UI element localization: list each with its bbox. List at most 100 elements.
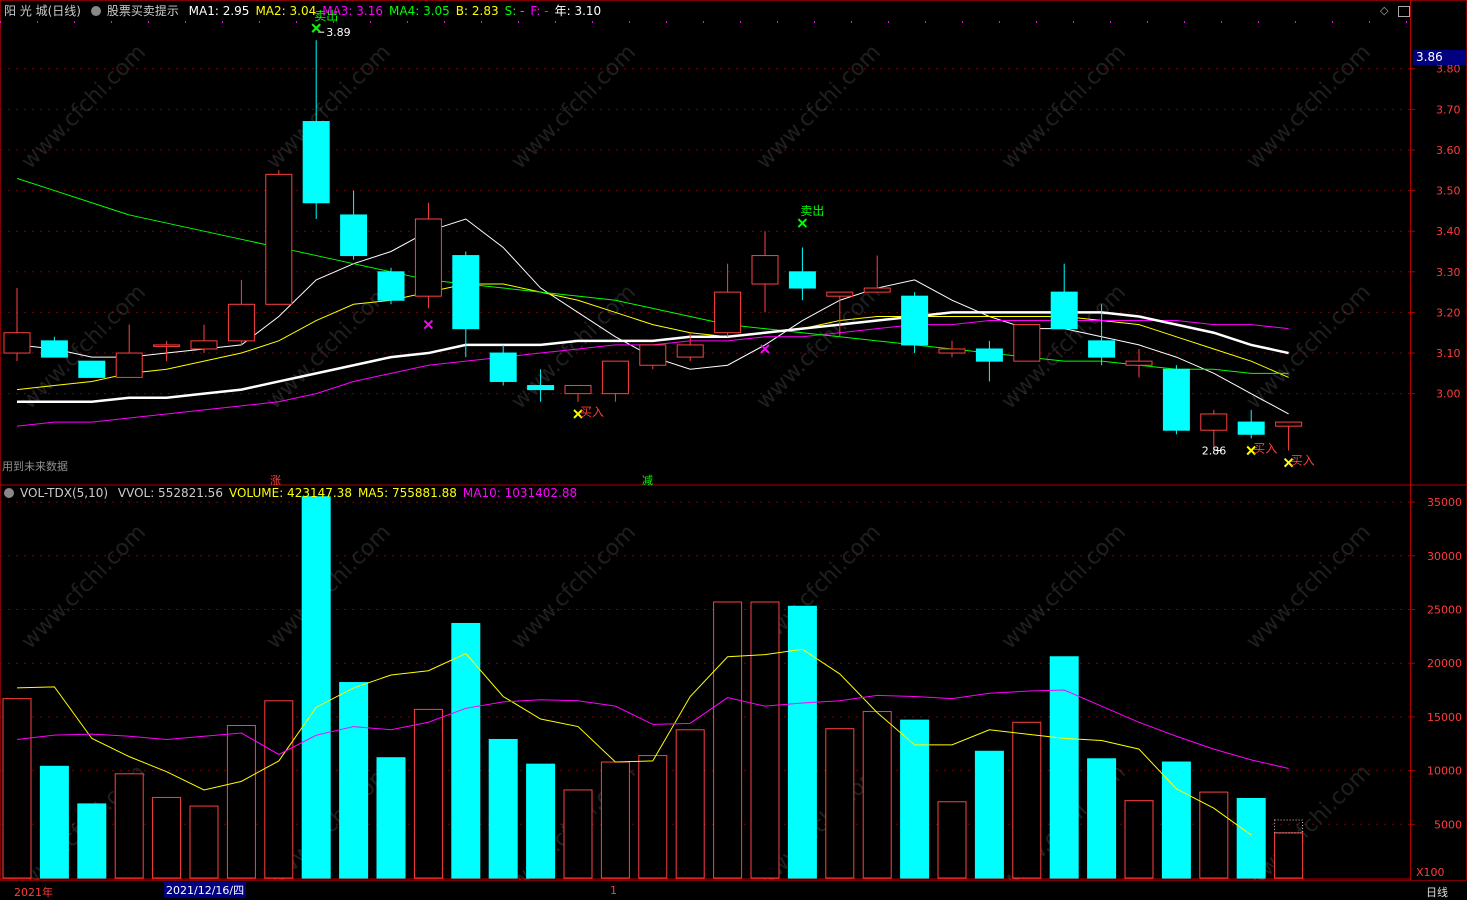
candle-body	[1237, 421, 1265, 435]
candle-body	[1050, 291, 1078, 330]
date-cursor-label[interactable]: 2021/12/16/四	[164, 882, 247, 898]
volume-bar	[339, 682, 369, 879]
watermark-text: www.cfchi.com	[507, 520, 641, 654]
volume-bar	[900, 719, 930, 879]
future-data-note: 用到未来数据	[2, 460, 68, 473]
candle-body	[826, 291, 854, 297]
candle-body	[639, 344, 667, 366]
candle-body	[227, 303, 255, 342]
volume-panel-header: VOL-TDX(5,10) VVOL: 552821.56 VOLUME: 423…	[4, 486, 589, 500]
projection-box	[1274, 819, 1304, 834]
volume-bar	[937, 801, 967, 879]
signal-label: 买入	[580, 405, 604, 419]
volume-ma10-line	[16, 689, 1289, 769]
volume-bar	[1012, 721, 1042, 879]
ma-legend-item-4: B: 2.83	[455, 4, 499, 18]
candle-body	[302, 121, 330, 204]
sell-signal: 卖出	[797, 204, 824, 228]
magenta-x-icon	[760, 344, 770, 354]
watermark-text: www.cfchi.com	[1242, 40, 1376, 174]
candle-body	[564, 385, 592, 395]
volume-bar	[825, 728, 855, 879]
watermark-text: www.cfchi.com	[997, 520, 1131, 654]
diamond-icon[interactable]: ◇	[1380, 4, 1389, 17]
sell-signal: 卖出	[311, 9, 338, 33]
stock-title[interactable]: 阳 光 城(日线)	[4, 4, 81, 18]
watermark-text: www.cfchi.com	[752, 40, 886, 174]
price-tick-label: 3.80	[1436, 63, 1461, 76]
ma-legend-item-6: F: -	[530, 4, 549, 18]
candle-body	[265, 173, 293, 305]
indicator-toggle-icon[interactable]	[90, 6, 101, 16]
volume-bar	[974, 750, 1004, 879]
volume-tick-label: 20000	[1427, 657, 1462, 670]
candle-body	[153, 344, 181, 347]
ma-legend-item-3: MA4: 3.05	[389, 4, 450, 18]
candle-body	[788, 271, 816, 289]
volume-bar	[413, 708, 443, 879]
price-tick-label: 3.00	[1436, 388, 1461, 401]
buy-signal: 买入	[1283, 454, 1315, 468]
volume-indicator-toggle-icon[interactable]	[4, 488, 14, 498]
buy-signal: 买入	[1246, 442, 1277, 456]
volume-bar	[675, 729, 705, 879]
indicator-name[interactable]: 股票买卖提示	[106, 4, 179, 18]
signal-label: 买入	[1253, 442, 1277, 456]
ma-legend: MA1: 2.95 MA2: 3.04 MA3: 3.16 MA4: 3.05 B: 2…	[189, 4, 608, 18]
price-tick-label: 3.60	[1436, 144, 1461, 157]
volume-indicator-name[interactable]: VOL-TDX(5,10)	[20, 486, 109, 500]
signal-x-icon	[311, 23, 321, 33]
candle-body	[1013, 324, 1041, 362]
jian-label: 减	[642, 474, 653, 487]
signal-label: 卖出	[314, 9, 338, 23]
candle-body	[676, 344, 704, 358]
window-icon[interactable]	[1398, 6, 1410, 17]
candle-body	[938, 348, 966, 354]
price-tick-label: 3.50	[1436, 185, 1461, 198]
month-marker: 1	[610, 884, 617, 897]
ma-legend-item-5: S: -	[504, 4, 525, 18]
signal-x-icon	[1283, 457, 1294, 468]
signal-x-icon	[1246, 445, 1256, 456]
candle-body	[863, 287, 891, 293]
price-tick-label: 3.70	[1436, 103, 1461, 116]
volume-ma5-line	[16, 648, 1252, 836]
candle-body	[1275, 421, 1303, 427]
volume-bar	[1087, 758, 1117, 879]
volume-bar	[1199, 791, 1229, 879]
ma-legend-item-2: MA3: 3.16	[322, 4, 384, 18]
volume-bar	[376, 757, 406, 879]
signal-label: 买入	[1291, 454, 1315, 468]
candle-body	[527, 385, 555, 391]
volume-legend: VVOL: 552821.56 VOLUME: 423147.38 MA5: 755…	[118, 486, 583, 500]
candle-body	[1088, 340, 1116, 358]
volume-bar	[488, 738, 518, 879]
candle-body	[115, 352, 143, 378]
period-label[interactable]: 日线	[1426, 886, 1448, 899]
time-axis-bar: 2021年 2021/12/16/四 1 日线	[0, 880, 1467, 899]
volume-bar	[39, 765, 69, 879]
candle-body	[975, 348, 1003, 362]
candle-body	[340, 214, 368, 257]
volume-bar	[862, 711, 892, 879]
volume-legend-item-1: VOLUME: 423147.38	[228, 486, 352, 500]
candle-body	[3, 332, 31, 354]
volume-tick-label: 5000	[1434, 818, 1462, 831]
volume-panel[interactable]	[2, 496, 1304, 879]
watermark-text: www.cfchi.com	[1242, 520, 1376, 654]
price-panel-header: 阳 光 城(日线) 股票买卖提示 MA1: 2.95 MA2: 3.04 MA3: …	[4, 2, 613, 19]
ma-legend-item-7: 年: 3.10	[554, 4, 602, 18]
volume-bar	[600, 761, 630, 879]
volume-bar	[1274, 832, 1304, 879]
candle-body	[751, 255, 779, 285]
candle-body	[601, 360, 629, 395]
signal-label: 卖出	[800, 204, 824, 218]
candle-body	[190, 340, 218, 350]
volume-legend-item-0: VVOL: 552821.56	[117, 486, 223, 500]
candle-body	[452, 255, 480, 330]
volume-legend-item-3: MA10: 1031402.88	[462, 486, 578, 500]
y-axis: 3.80 3.70 3.60 3.50 3.40 3.30 3.20 3.10 3.00 3500…	[1410, 63, 1462, 831]
